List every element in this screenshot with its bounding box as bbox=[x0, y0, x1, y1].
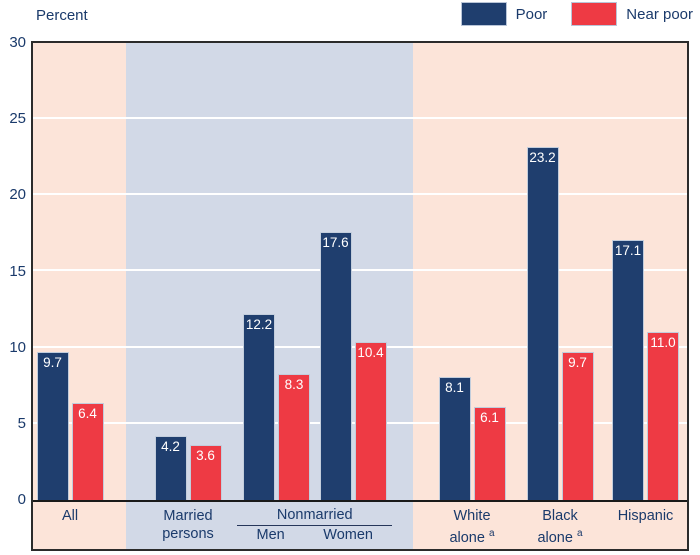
near-poor-bar: 11.0 bbox=[647, 332, 679, 500]
poor-bar: 23.2 bbox=[526, 147, 559, 500]
gridline bbox=[33, 117, 687, 119]
bar-group-black-alone: 23.2 9.7 bbox=[526, 147, 594, 500]
legend-label: Near poor bbox=[626, 5, 693, 23]
category-label-married-persons: Married persons bbox=[162, 508, 214, 542]
y-tick-label: 30 bbox=[9, 34, 26, 51]
bar-group-nonmarried-men: 12.2 8.3 bbox=[243, 314, 310, 500]
bar-value-label: 3.6 bbox=[196, 448, 215, 463]
bar-value-label: 8.1 bbox=[445, 380, 464, 395]
category-label-black-alone: Black alone a bbox=[537, 508, 583, 546]
section-sub-labels: Men Women bbox=[237, 526, 392, 544]
category-label-all: All bbox=[61, 508, 79, 524]
legend-item: Near poor bbox=[571, 2, 693, 26]
legend-swatch-icon bbox=[460, 2, 507, 26]
bar-value-label: 23.2 bbox=[529, 150, 556, 165]
x-axis-line bbox=[33, 500, 687, 502]
legend-item: Poor bbox=[460, 2, 548, 26]
poor-bar: 17.6 bbox=[319, 232, 352, 500]
bar-value-label: 6.1 bbox=[480, 410, 499, 425]
category-label-hispanic: Hispanic bbox=[617, 508, 674, 524]
poor-bar: 8.1 bbox=[438, 377, 471, 500]
bar-value-label: 6.4 bbox=[78, 406, 97, 421]
bar-group-all: 9.7 6.4 bbox=[36, 352, 104, 500]
y-tick-label: 15 bbox=[9, 263, 26, 280]
y-tick-label: 5 bbox=[17, 415, 26, 432]
poor-bar: 9.7 bbox=[36, 352, 69, 500]
near-poor-bar: 6.4 bbox=[71, 403, 104, 500]
bar-group-hispanic: 17.1 11.0 bbox=[612, 240, 679, 500]
bar-value-label: 9.7 bbox=[568, 355, 587, 370]
near-poor-bar: 3.6 bbox=[189, 445, 222, 500]
y-axis-unit-label: Percent bbox=[36, 7, 88, 24]
near-poor-bar: 10.4 bbox=[354, 342, 387, 500]
category-section-nonmarried: Nonmarried Men Women bbox=[237, 507, 393, 544]
bar-value-label: 17.1 bbox=[614, 243, 642, 258]
y-tick-label: 25 bbox=[9, 110, 26, 127]
y-tick-label: 10 bbox=[9, 339, 26, 356]
plot-area: 9.7 6.4 4.2 3.6 12.2 8.3 17.6 10.4 8.1 6.1 23.2 9.7… bbox=[33, 43, 687, 500]
y-tick-label: 20 bbox=[9, 186, 26, 203]
bar-group-nonmarried-women: 17.6 10.4 bbox=[319, 232, 387, 500]
bar-value-label: 8.3 bbox=[284, 377, 304, 392]
bar-group-white-alone: 8.1 6.1 bbox=[438, 377, 506, 500]
near-poor-bar: 6.1 bbox=[473, 407, 506, 500]
category-label-strip: All Married persons White alone a Black alone … bbox=[33, 502, 687, 549]
bar-value-label: 9.7 bbox=[43, 355, 62, 370]
legend: Poor Near poor bbox=[460, 2, 693, 26]
gridline bbox=[33, 269, 687, 271]
y-tick-label: 0 bbox=[17, 491, 26, 508]
plot-frame: 9.7 6.4 4.2 3.6 12.2 8.3 17.6 10.4 8.1 6.1 23.2 9.7… bbox=[31, 41, 689, 551]
legend-label: Poor bbox=[515, 5, 548, 23]
section-sub-label: Women bbox=[323, 527, 373, 543]
near-poor-bar: 8.3 bbox=[278, 374, 310, 500]
bar-value-label: 17.6 bbox=[322, 235, 349, 250]
footnote-marker: a bbox=[576, 528, 583, 539]
section-sub-label: Men bbox=[256, 527, 285, 543]
bar-value-label: 12.2 bbox=[245, 317, 273, 332]
bar-value-label: 4.2 bbox=[161, 439, 180, 454]
category-label-white-alone: White alone a bbox=[449, 508, 495, 546]
poor-bar: 4.2 bbox=[154, 436, 187, 500]
y-axis-tick-labels: 0 5 10 15 20 25 30 bbox=[0, 34, 26, 508]
bar-value-label: 11.0 bbox=[650, 335, 676, 350]
footnote-marker: a bbox=[488, 528, 495, 539]
bar-group-married-persons: 4.2 3.6 bbox=[154, 436, 222, 500]
gridline bbox=[33, 193, 687, 195]
legend-swatch-icon bbox=[571, 2, 618, 26]
poor-bar: 17.1 bbox=[612, 240, 644, 500]
poor-bar: 12.2 bbox=[243, 314, 275, 500]
section-title: Nonmarried bbox=[237, 507, 393, 526]
bar-value-label: 10.4 bbox=[357, 345, 384, 360]
near-poor-bar: 9.7 bbox=[561, 352, 594, 500]
